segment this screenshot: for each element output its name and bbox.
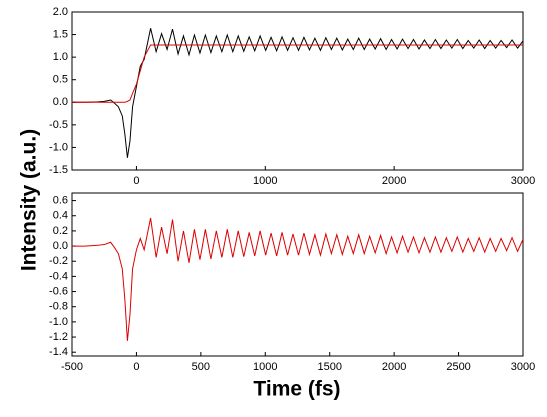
x-tick-label: 3000 xyxy=(511,361,535,373)
y-tick-label: -1.0 xyxy=(49,316,68,328)
y-tick-label: 0.6 xyxy=(53,194,68,206)
x-tick-label: 0 xyxy=(133,361,139,373)
y-tick-label: -0.2 xyxy=(49,255,68,267)
y-tick-label: -1.5 xyxy=(49,164,68,176)
data-line xyxy=(72,44,523,103)
y-tick-label: -0.4 xyxy=(49,270,68,282)
y-tick-label: 0.2 xyxy=(53,225,68,237)
x-tick-label: 500 xyxy=(192,361,210,373)
y-tick-label: 0.4 xyxy=(53,210,68,222)
y-tick-label: -0.6 xyxy=(49,285,68,297)
x-tick-label: 2000 xyxy=(382,361,406,373)
y-tick-label: -0.8 xyxy=(49,301,68,313)
x-tick-label: 0 xyxy=(133,175,139,187)
data-line xyxy=(72,28,524,158)
y-tick-label: 2.0 xyxy=(53,6,68,18)
y-axis-title: Intensity (a.u.) xyxy=(18,129,41,271)
x-tick-label: 1000 xyxy=(253,361,277,373)
y-tick-label: -1.2 xyxy=(49,331,68,343)
plot-frame xyxy=(71,11,524,171)
y-tick-label: 0.0 xyxy=(53,96,68,108)
x-tick-label: 1000 xyxy=(253,175,277,187)
x-tick-label: 1500 xyxy=(317,361,341,373)
y-tick-label: 1.5 xyxy=(53,28,68,40)
data-line xyxy=(72,217,524,341)
y-tick-label: -1.0 xyxy=(49,141,68,153)
plot-frame xyxy=(71,192,524,357)
y-tick-label: -0.5 xyxy=(49,119,68,131)
x-tick-label: 3000 xyxy=(511,175,535,187)
x-tick-label: 2500 xyxy=(446,361,470,373)
y-tick-label: 0.5 xyxy=(53,74,68,86)
x-tick-label: 2000 xyxy=(382,175,406,187)
x-tick-label: -500 xyxy=(61,361,83,373)
y-tick-label: 0.0 xyxy=(53,240,68,252)
x-axis-title: Time (fs) xyxy=(253,378,340,401)
y-tick-label: -1.4 xyxy=(49,346,68,358)
y-tick-label: 1.0 xyxy=(53,51,68,63)
